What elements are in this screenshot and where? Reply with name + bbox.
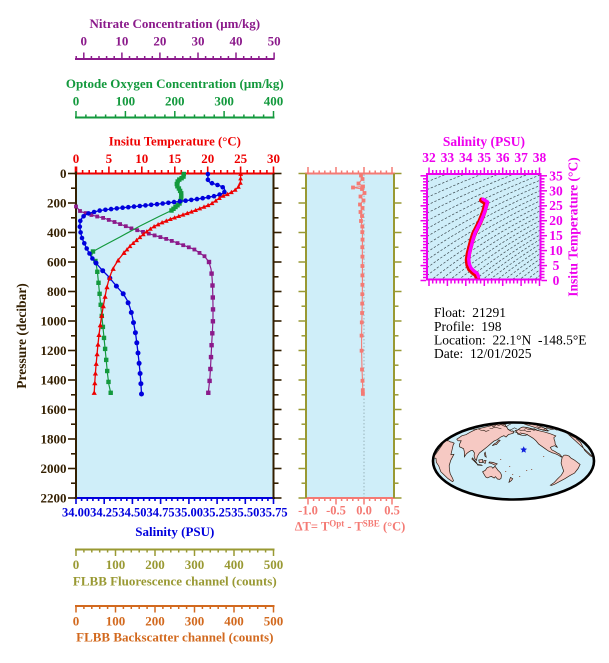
- svg-text:33: 33: [441, 150, 455, 165]
- svg-text:Location: 22.1°N -148.5°E: Location: 22.1°N -148.5°E: [434, 332, 587, 347]
- svg-text:0: 0: [73, 614, 80, 629]
- svg-text:10: 10: [549, 243, 563, 258]
- svg-text:200: 200: [165, 94, 185, 109]
- svg-text:5: 5: [553, 258, 560, 273]
- svg-text:30: 30: [267, 151, 280, 166]
- svg-text:200: 200: [47, 196, 67, 211]
- svg-text:34.25: 34.25: [90, 506, 118, 520]
- svg-text:35: 35: [478, 150, 492, 165]
- svg-text:100: 100: [106, 557, 126, 572]
- svg-text:20: 20: [153, 34, 166, 49]
- svg-text:35.75: 35.75: [259, 506, 287, 520]
- svg-text:15: 15: [549, 228, 563, 243]
- svg-text:1600: 1600: [41, 402, 67, 417]
- svg-text:0: 0: [73, 557, 80, 572]
- svg-text:37: 37: [514, 150, 528, 165]
- svg-text:40: 40: [230, 34, 243, 49]
- svg-text:ΔT= TOpt - TSBE (°C): ΔT= TOpt - TSBE (°C): [295, 519, 406, 534]
- svg-text:500: 500: [264, 614, 284, 629]
- svg-text:15: 15: [168, 151, 182, 166]
- svg-text:36: 36: [496, 150, 510, 165]
- svg-text:34.50: 34.50: [118, 506, 146, 520]
- svg-text:Date: 12/01/2025: Date: 12/01/2025: [434, 346, 532, 361]
- svg-text:600: 600: [47, 255, 67, 270]
- svg-text:-0.5: -0.5: [326, 504, 346, 518]
- svg-text:Insitu Temperature (°C): Insitu Temperature (°C): [566, 157, 581, 296]
- svg-text:35.50: 35.50: [231, 506, 259, 520]
- svg-text:34.75: 34.75: [147, 506, 175, 520]
- svg-text:Salinity (PSU): Salinity (PSU): [443, 134, 525, 149]
- svg-text:2200: 2200: [41, 491, 67, 506]
- svg-text:34.00: 34.00: [62, 506, 90, 520]
- svg-text:500: 500: [264, 557, 284, 572]
- svg-text:1800: 1800: [41, 432, 67, 447]
- svg-text:1200: 1200: [41, 343, 67, 358]
- svg-text:5: 5: [106, 151, 113, 166]
- svg-text:300: 300: [185, 614, 205, 629]
- svg-text:100: 100: [116, 94, 136, 109]
- svg-text:400: 400: [47, 225, 67, 240]
- svg-text:0: 0: [73, 94, 80, 109]
- svg-text:0: 0: [73, 151, 80, 166]
- svg-text:0: 0: [81, 34, 88, 49]
- svg-text:30: 30: [192, 34, 205, 49]
- svg-text:Optode Oxygen Concentration (μ: Optode Oxygen Concentration (μm/kg): [66, 76, 284, 91]
- svg-text:FLBB Fluorescence channel (cou: FLBB Fluorescence channel (counts): [73, 574, 277, 589]
- svg-text:10: 10: [115, 34, 128, 49]
- svg-text:400: 400: [224, 557, 244, 572]
- svg-text:50: 50: [268, 34, 281, 49]
- svg-text:25: 25: [234, 151, 248, 166]
- svg-text:400: 400: [264, 94, 284, 109]
- svg-text:0: 0: [60, 166, 67, 181]
- svg-text:10: 10: [135, 151, 148, 166]
- svg-text:0: 0: [553, 273, 560, 288]
- svg-text:38: 38: [533, 150, 547, 165]
- svg-text:Profile: 198: Profile: 198: [434, 319, 502, 334]
- svg-text:Nitrate Concentration (μm/kg): Nitrate Concentration (μm/kg): [90, 16, 261, 31]
- svg-text:Salinity (PSU): Salinity (PSU): [135, 524, 214, 539]
- svg-text:34: 34: [459, 150, 473, 165]
- svg-text:FLBB Backscatter channel (coun: FLBB Backscatter channel (counts): [76, 630, 273, 645]
- svg-text:20: 20: [201, 151, 214, 166]
- svg-text:200: 200: [145, 614, 165, 629]
- svg-text:400: 400: [224, 614, 244, 629]
- svg-text:35.25: 35.25: [203, 506, 231, 520]
- svg-text:800: 800: [47, 284, 67, 299]
- svg-text:25: 25: [549, 198, 563, 213]
- svg-text:100: 100: [106, 614, 126, 629]
- svg-text:1400: 1400: [41, 373, 67, 388]
- svg-text:2000: 2000: [41, 461, 67, 476]
- svg-text:0.0: 0.0: [356, 504, 372, 518]
- svg-text:30: 30: [549, 183, 563, 198]
- svg-text:32: 32: [422, 150, 436, 165]
- svg-text:0.5: 0.5: [384, 504, 400, 518]
- svg-text:-1.0: -1.0: [298, 504, 318, 518]
- svg-text:Float: 21291: Float: 21291: [434, 305, 506, 320]
- svg-text:35.00: 35.00: [175, 506, 203, 520]
- svg-text:300: 300: [185, 557, 205, 572]
- svg-text:200: 200: [145, 557, 165, 572]
- svg-text:Insitu Temperature (°C): Insitu Temperature (°C): [109, 135, 241, 149]
- svg-text:Pressure (decibar): Pressure (decibar): [14, 283, 29, 389]
- svg-text:1000: 1000: [41, 314, 67, 329]
- svg-text:35: 35: [549, 168, 563, 183]
- svg-text:300: 300: [214, 94, 234, 109]
- svg-text:20: 20: [549, 213, 563, 228]
